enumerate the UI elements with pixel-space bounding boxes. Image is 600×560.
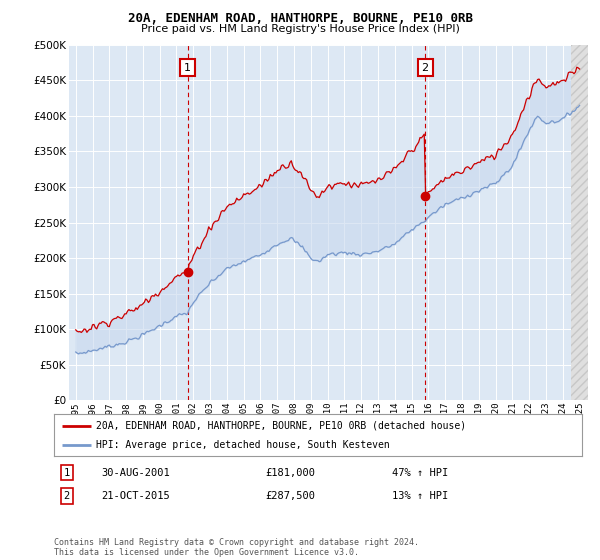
Bar xyxy=(571,45,588,400)
Text: 1: 1 xyxy=(184,63,191,73)
Text: Price paid vs. HM Land Registry's House Price Index (HPI): Price paid vs. HM Land Registry's House … xyxy=(140,24,460,34)
Text: 20A, EDENHAM ROAD, HANTHORPE, BOURNE, PE10 0RB (detached house): 20A, EDENHAM ROAD, HANTHORPE, BOURNE, PE… xyxy=(96,421,466,431)
Bar xyxy=(571,45,588,400)
Text: £181,000: £181,000 xyxy=(265,468,315,478)
Text: Contains HM Land Registry data © Crown copyright and database right 2024.
This d: Contains HM Land Registry data © Crown c… xyxy=(54,538,419,557)
Text: 2: 2 xyxy=(422,63,428,73)
Text: 2: 2 xyxy=(64,491,70,501)
Text: 47% ↑ HPI: 47% ↑ HPI xyxy=(392,468,448,478)
Text: 13% ↑ HPI: 13% ↑ HPI xyxy=(392,491,448,501)
Text: 20A, EDENHAM ROAD, HANTHORPE, BOURNE, PE10 0RB: 20A, EDENHAM ROAD, HANTHORPE, BOURNE, PE… xyxy=(128,12,473,25)
Text: 21-OCT-2015: 21-OCT-2015 xyxy=(101,491,170,501)
Text: £287,500: £287,500 xyxy=(265,491,315,501)
Text: HPI: Average price, detached house, South Kesteven: HPI: Average price, detached house, Sout… xyxy=(96,440,390,450)
Text: 1: 1 xyxy=(64,468,70,478)
Text: 30-AUG-2001: 30-AUG-2001 xyxy=(101,468,170,478)
